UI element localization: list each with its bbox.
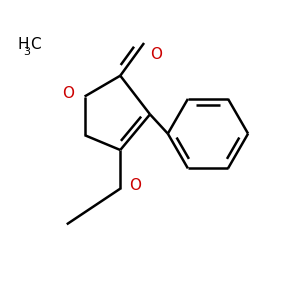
Text: H: H (18, 37, 29, 52)
Text: O: O (129, 178, 141, 193)
Text: O: O (62, 86, 74, 101)
Text: C: C (31, 37, 41, 52)
Text: O: O (150, 47, 162, 62)
Text: 3: 3 (24, 47, 31, 58)
